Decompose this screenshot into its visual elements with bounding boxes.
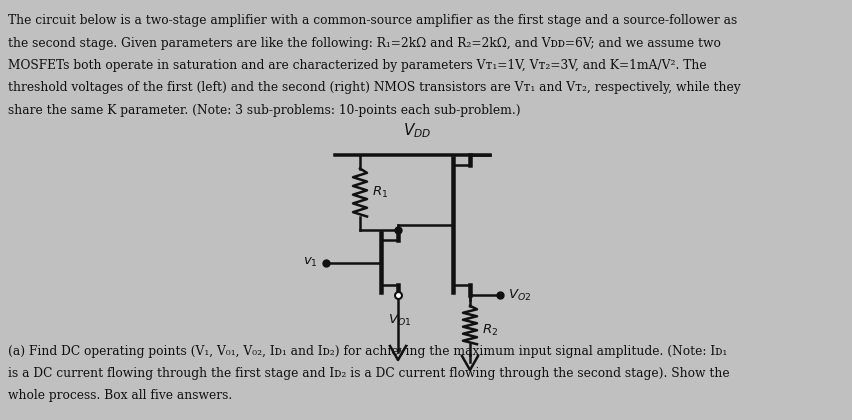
Text: threshold voltages of the first (left) and the second (right) NMOS transistors a: threshold voltages of the first (left) a…	[8, 81, 740, 94]
Text: whole process. Box all five answers.: whole process. Box all five answers.	[8, 389, 232, 402]
Text: the second stage. Given parameters are like the following: R₁=2kΩ and R₂=2kΩ, an: the second stage. Given parameters are l…	[8, 37, 720, 50]
Text: MOSFETs both operate in saturation and are characterized by parameters Vᴛ₁=1V, V: MOSFETs both operate in saturation and a…	[8, 59, 705, 72]
Text: $R_2$: $R_2$	[481, 323, 498, 338]
Text: $V_{DD}$: $V_{DD}$	[403, 121, 431, 140]
Text: share the same K parameter. (Note: 3 sub-problems: 10-points each sub-problem.): share the same K parameter. (Note: 3 sub…	[8, 104, 520, 117]
Text: $R_1$: $R_1$	[371, 185, 388, 200]
Text: (a) Find DC operating points (V₁, V₀₁, V₀₂, Iᴅ₁ and Iᴅ₂) for achieving the maxim: (a) Find DC operating points (V₁, V₀₁, V…	[8, 345, 727, 358]
Text: $V_{O2}$: $V_{O2}$	[508, 287, 531, 302]
Text: The circuit below is a two-stage amplifier with a common-source amplifier as the: The circuit below is a two-stage amplifi…	[8, 14, 736, 27]
Text: $v_1$: $v_1$	[302, 256, 318, 269]
Text: is a DC current flowing through the first stage and Iᴅ₂ is a DC current flowing : is a DC current flowing through the firs…	[8, 367, 728, 380]
Text: $V_{O1}$: $V_{O1}$	[388, 313, 412, 328]
